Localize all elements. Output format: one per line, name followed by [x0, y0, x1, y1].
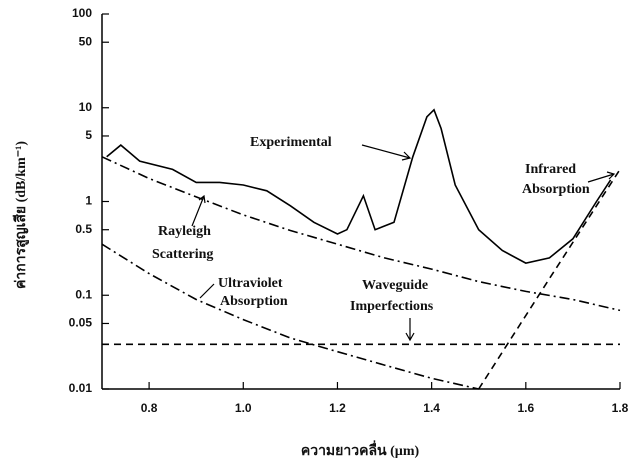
x-tick-label: 1.4: [423, 401, 440, 415]
x-axis-label: ความยาวคลื่น (µm): [301, 440, 420, 459]
y-tick-label: 100: [72, 6, 92, 20]
series-label: Imperfections: [350, 299, 434, 314]
y-tick-label: 5: [85, 128, 92, 142]
x-tick-label: 0.8: [141, 401, 158, 415]
series-label: Infrared: [525, 162, 576, 177]
y-tick-label: 0.01: [69, 381, 93, 395]
x-tick-label: 1.2: [329, 401, 346, 415]
chart: ความยาวคลื่น (µm) ค่าการสูญเสีย (dB/km⁻¹…: [0, 0, 635, 471]
y-tick-label: 10: [79, 100, 93, 114]
y-tick-label: 0.1: [75, 287, 92, 301]
x-tick-label: 1.6: [517, 401, 534, 415]
y-tick-label: 0.05: [69, 316, 93, 330]
arrow: [362, 145, 410, 160]
arrow: [192, 196, 205, 226]
series-label: Rayleigh: [158, 224, 211, 239]
series-label: Experimental: [250, 135, 332, 150]
series-label: Absorption: [522, 182, 590, 197]
series-label: Ultraviolet: [218, 276, 283, 291]
y-tick-label: 1: [85, 194, 92, 208]
page: ความยาวคลื่น (µm) ค่าการสูญเสีย (dB/km⁻¹…: [0, 0, 635, 471]
y-tick-label: 0.5: [75, 222, 92, 236]
arrow: [406, 318, 414, 340]
series-label: Scattering: [152, 247, 213, 262]
series-label: Waveguide: [362, 278, 428, 293]
series-line: [479, 169, 620, 389]
series-label: Absorption: [220, 294, 288, 309]
series-line: [102, 244, 479, 389]
arrow: [200, 284, 214, 298]
x-tick-label: 1.0: [235, 401, 252, 415]
y-axis-label: ค่าการสูญเสีย (dB/km⁻¹): [13, 141, 29, 289]
y-tick-label: 50: [79, 34, 93, 48]
x-tick-label: 1.8: [612, 401, 629, 415]
